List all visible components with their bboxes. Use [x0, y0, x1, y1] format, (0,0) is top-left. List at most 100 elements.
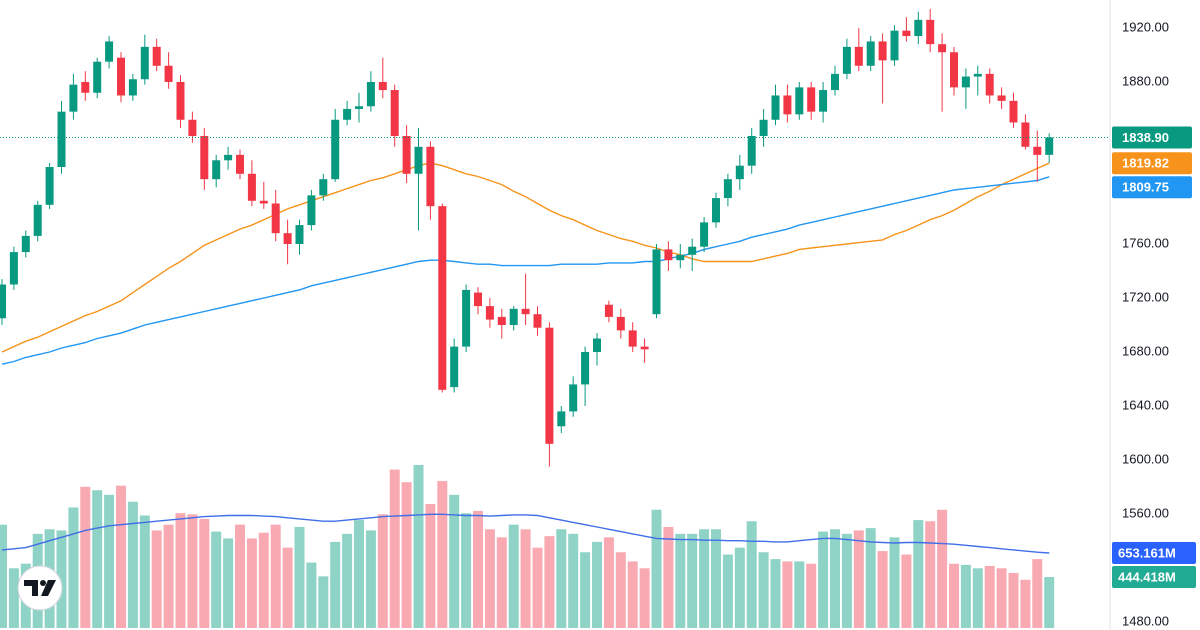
y-tick-label: 1480.00 [1122, 613, 1169, 628]
volume-bar [1020, 579, 1031, 628]
volume-bar [1008, 572, 1019, 628]
volume-bar [8, 568, 19, 628]
volume-bar [508, 524, 519, 628]
volume-bar [187, 514, 198, 628]
candle-body [81, 81, 90, 93]
volume-bar [556, 529, 567, 628]
volume-bar [937, 509, 948, 628]
volume-label-box [1112, 542, 1196, 565]
candle-body [747, 135, 756, 166]
volume-bar [889, 537, 900, 628]
candle-body [474, 292, 482, 307]
candle-body [890, 30, 899, 61]
volume-bar [473, 510, 483, 628]
volume-bar [116, 485, 126, 628]
volume-bar [830, 529, 840, 628]
candle-body [759, 119, 768, 136]
volume-bar [544, 536, 555, 628]
candles [0, 9, 1054, 467]
volume-bar [794, 561, 805, 628]
volume-bar [365, 530, 376, 628]
price-label: 1838.90 [1122, 130, 1169, 145]
volume-bar [354, 520, 364, 628]
volume-bar [282, 547, 293, 628]
candle-body [21, 235, 30, 253]
volume-bar [211, 531, 222, 628]
volume-bar [818, 531, 829, 628]
candle-body [33, 204, 42, 236]
candle-body [140, 46, 149, 80]
volume-bar [699, 529, 710, 628]
logo-dot [40, 580, 46, 586]
candle-body [450, 346, 459, 388]
volume-bar [496, 537, 507, 628]
volume-bar [484, 529, 495, 628]
volume-bar [56, 530, 67, 628]
y-tick-label: 1760.00 [1122, 235, 1169, 250]
candle-body [735, 165, 744, 180]
candle-body [117, 57, 125, 96]
candle-body [188, 119, 197, 136]
candle-body [557, 411, 566, 427]
y-tick-label: 1920.00 [1122, 19, 1169, 34]
candle-body [581, 352, 590, 385]
candle-body [961, 76, 970, 88]
y-tick-label: 1560.00 [1122, 505, 1169, 520]
volume-bar [377, 514, 388, 628]
volume-bar [127, 501, 138, 628]
volume-bar [925, 521, 936, 628]
volume-bar [722, 554, 733, 628]
volume-bar [639, 568, 650, 628]
volume-bar [294, 526, 305, 628]
candle-body [723, 179, 732, 199]
y-tick-label: 1600.00 [1122, 451, 1169, 466]
volume-bar [627, 561, 638, 628]
ma-line [1, 176, 1050, 365]
candle-body [164, 65, 173, 82]
candle-body [128, 79, 137, 96]
candle-body [295, 225, 304, 244]
candle-body [212, 160, 221, 180]
volume-bar [235, 524, 245, 628]
candle-body [1021, 122, 1030, 147]
y-tick-label: 1640.00 [1122, 397, 1169, 412]
candle-body [355, 106, 363, 109]
candle-body [985, 73, 994, 96]
candle-body [521, 308, 530, 315]
candle-body [57, 111, 66, 168]
candle-body [378, 81, 387, 91]
candle-body [152, 46, 161, 66]
volume-bar [663, 526, 674, 628]
candle-body [569, 384, 578, 412]
volume-bar [163, 524, 174, 628]
volume-bar [782, 561, 793, 628]
candle-body [842, 46, 851, 74]
candle-body [509, 308, 518, 326]
volume-bar [401, 482, 412, 628]
volume-bar [318, 576, 329, 628]
volume-bar [734, 547, 745, 628]
candle-body [1045, 137, 1054, 155]
volume-label: 444.418M [1118, 569, 1176, 584]
logo-mark [41, 580, 56, 596]
candle-body [462, 289, 471, 347]
candle-body [593, 338, 601, 353]
candle-body [997, 95, 1006, 101]
candle-body [105, 41, 114, 62]
volume-bar [139, 515, 150, 628]
volume-bar [449, 494, 460, 628]
plot-area [0, 9, 1110, 628]
candle-body [319, 179, 328, 196]
volume-bar [865, 528, 876, 628]
candle-body [390, 90, 399, 136]
volume-bars [0, 464, 1055, 628]
volume-bar [580, 552, 591, 628]
candle-body [1009, 100, 1018, 123]
logo-circle [17, 565, 63, 611]
volume-bar [746, 521, 757, 628]
volume-bar [651, 509, 662, 628]
volume-bar [568, 533, 579, 628]
volume-bar [1044, 576, 1055, 628]
volume-bar [877, 551, 888, 628]
volume-bar [960, 564, 971, 628]
